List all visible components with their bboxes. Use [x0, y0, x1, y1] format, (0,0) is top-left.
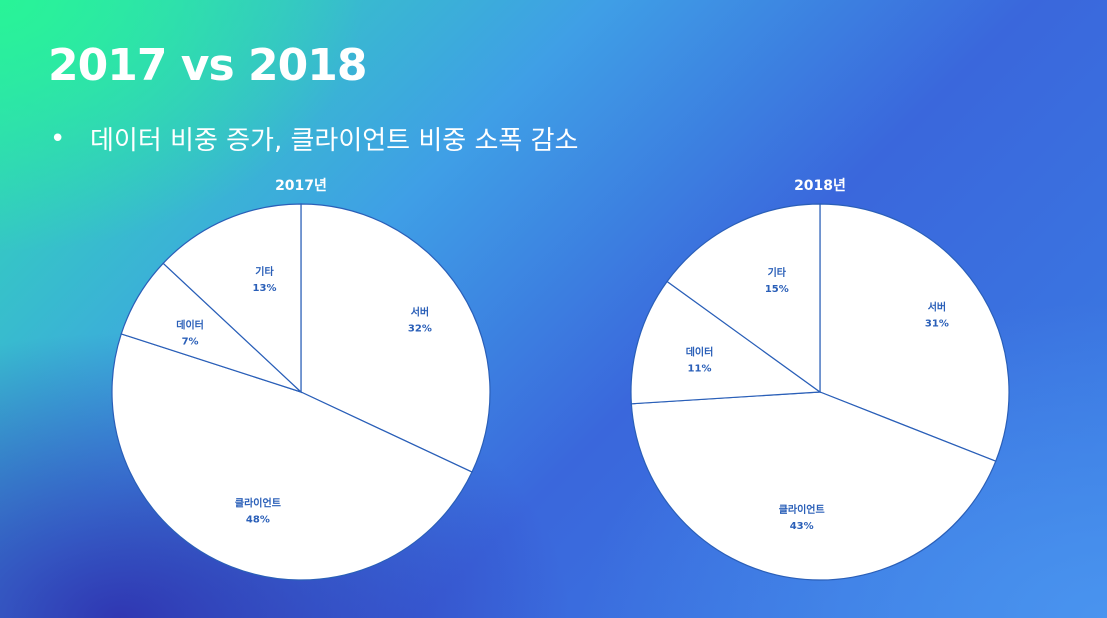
slice-value-label: 13%: [253, 283, 277, 294]
slice-label: 서버: [928, 301, 946, 314]
slice-label: 클라이언트: [235, 496, 281, 509]
slice-label: 기타: [768, 266, 787, 279]
pie-labels-2018: 서버 31% 클라이언트 43% 데이터 11% 기타 15%: [686, 266, 949, 532]
slice-value-label: 15%: [765, 284, 789, 295]
pie-slices-2018: [630, 203, 1010, 581]
pie-slice: [162, 203, 302, 394]
pie-slices-2017: [111, 203, 491, 581]
bullet-point: • 데이터 비중 증가, 클라이언트 비중 소폭 감소: [50, 120, 578, 157]
slice-label: 서버: [411, 306, 429, 319]
bullet-text: 데이터 비중 증가, 클라이언트 비중 소폭 감소: [90, 126, 579, 156]
pie-slice: [630, 280, 822, 405]
slice-value-label: 43%: [790, 521, 814, 532]
pie-slice: [819, 203, 1010, 462]
slice-value-label: 11%: [688, 364, 712, 375]
bullet-icon: •: [50, 123, 66, 154]
slice-label: 기타: [255, 265, 274, 278]
pie-slice: [300, 203, 491, 473]
pie-chart-2017: 2017년 서버 32% 클라이언트 48% 데이터 7% 기타 13%: [111, 178, 491, 581]
slice-label: 데이터: [686, 346, 714, 359]
slice-label: 데이터: [176, 319, 204, 332]
slide-title: 2017 vs 2018: [48, 40, 367, 91]
pie-slice: [666, 203, 821, 394]
slice-value-label: 48%: [246, 514, 270, 525]
slice-value-label: 31%: [925, 319, 949, 330]
pie-slice: [111, 333, 473, 581]
slice-value-label: 7%: [182, 337, 199, 348]
slice-value-label: 32%: [408, 324, 432, 335]
pie-labels-2017: 서버 32% 클라이언트 48% 데이터 7% 기타 13%: [176, 265, 432, 525]
chart-title-2018: 2018년: [794, 178, 846, 194]
pie-chart-2018: 2018년 서버 31% 클라이언트 43% 데이터 11% 기타 15%: [630, 178, 1010, 581]
pie-slice: [630, 391, 997, 581]
slice-label: 클라이언트: [779, 503, 825, 516]
chart-title-2017: 2017년: [275, 178, 327, 194]
